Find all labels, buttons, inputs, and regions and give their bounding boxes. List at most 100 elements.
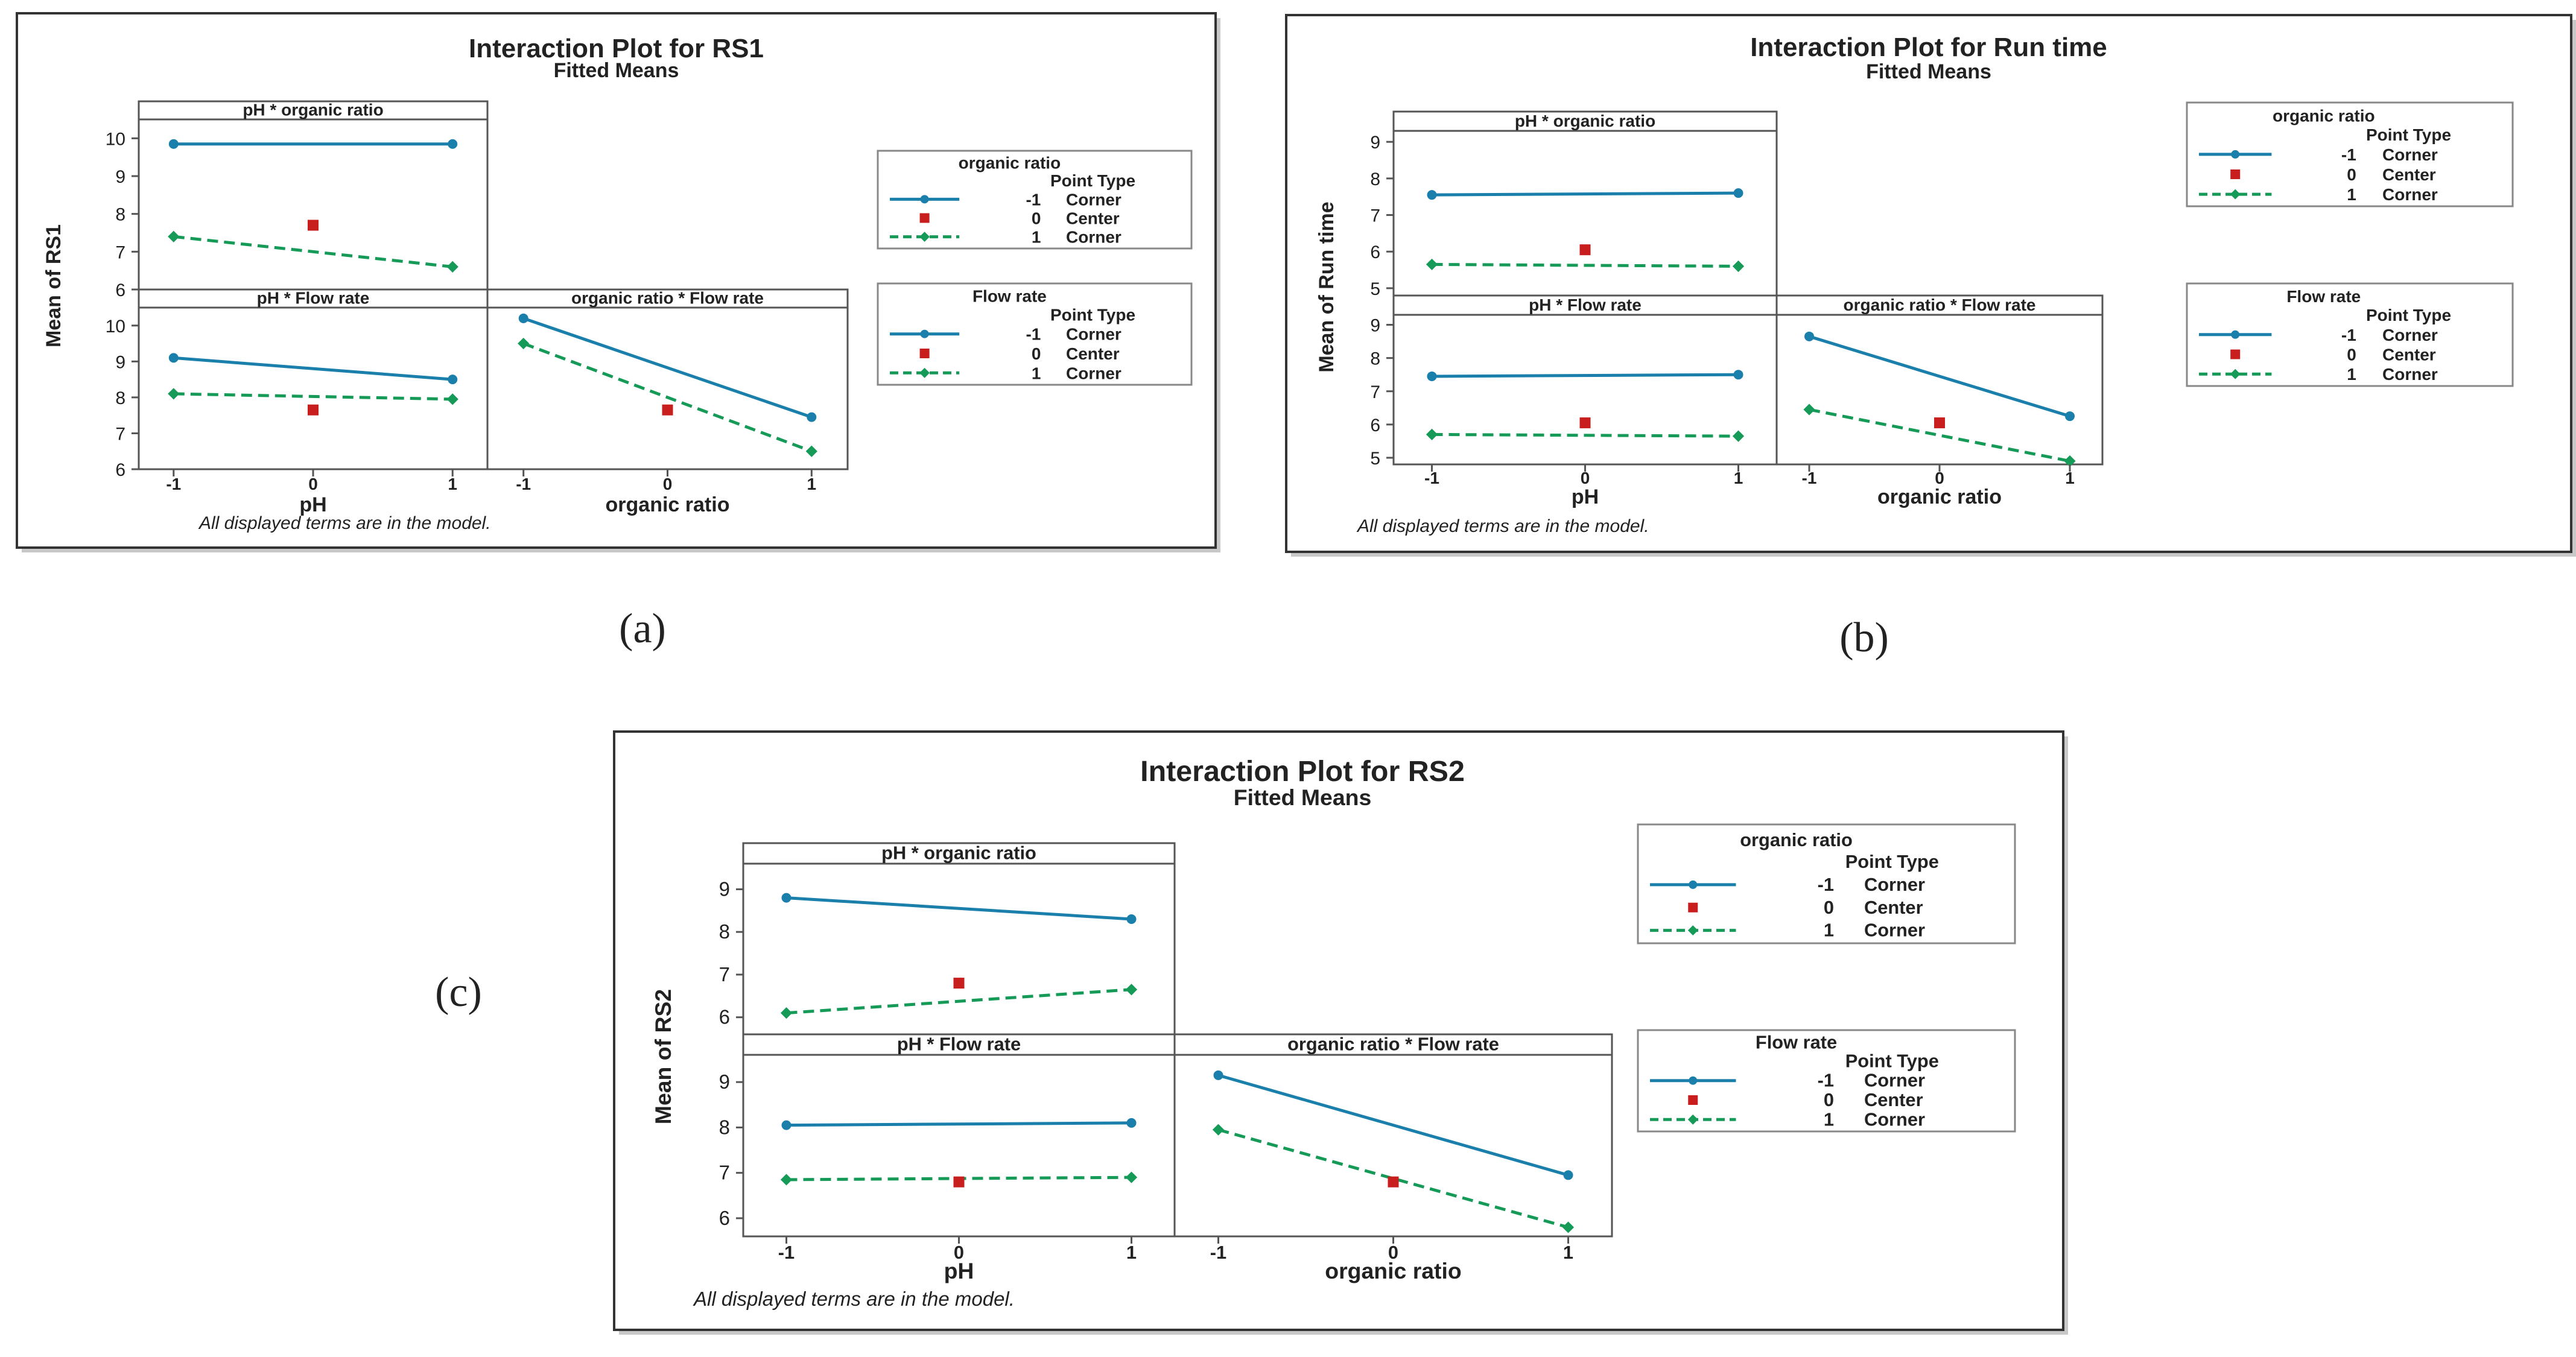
panel-title: organic ratio * Flow rate bbox=[1844, 296, 2036, 314]
legend-type: Corner bbox=[1066, 325, 1121, 344]
point-minus1-low bbox=[168, 353, 179, 363]
x-tick-label: -1 bbox=[1424, 469, 1439, 487]
series-line-plus1 bbox=[173, 392, 453, 401]
legend-level: 0 bbox=[1032, 209, 1041, 228]
legend-level: -1 bbox=[1818, 874, 1834, 895]
legend-swatch-marker bbox=[2231, 330, 2240, 339]
y-tick-label: 9 bbox=[1370, 133, 1380, 153]
series-line-minus1 bbox=[1217, 1074, 1569, 1177]
legend-level: 1 bbox=[1032, 364, 1041, 382]
footnote: All displayed terms are in the model. bbox=[198, 513, 491, 533]
y-tick-label: 10 bbox=[106, 317, 125, 337]
point-minus1-high bbox=[1126, 1118, 1137, 1128]
legend-level: 0 bbox=[2347, 165, 2356, 184]
x-axis-label: pH bbox=[944, 1258, 974, 1283]
center-point bbox=[953, 1176, 965, 1188]
x-tick-label: 1 bbox=[807, 475, 817, 493]
point-plus1-high bbox=[446, 393, 458, 405]
legend-point-type: Point Type bbox=[1845, 851, 1939, 872]
legend-point-type: Point Type bbox=[2366, 125, 2451, 144]
legend-type: Corner bbox=[1864, 1070, 1925, 1091]
series-line-minus1 bbox=[786, 896, 1132, 921]
y-tick-label: 6 bbox=[115, 460, 125, 480]
legend-swatch-marker bbox=[919, 367, 930, 378]
point-minus1-high bbox=[1126, 914, 1137, 924]
point-plus1-high bbox=[1125, 984, 1138, 996]
legend-title: organic ratio bbox=[1740, 829, 1853, 850]
x-tick-label: 0 bbox=[954, 1242, 964, 1263]
panel-title: organic ratio * Flow rate bbox=[1287, 1034, 1499, 1055]
legend-type: Center bbox=[2382, 165, 2436, 184]
legend-point-type: Point Type bbox=[1845, 1050, 1939, 1071]
y-axis-label: Mean of RS2 bbox=[650, 989, 676, 1124]
y-tick-label: 9 bbox=[115, 352, 125, 372]
series-line-minus1 bbox=[786, 1121, 1132, 1127]
legend-level: -1 bbox=[1026, 325, 1041, 344]
point-plus1-low bbox=[1426, 258, 1438, 271]
x-tick-label: -1 bbox=[1210, 1242, 1226, 1263]
legend-type: Center bbox=[1864, 897, 1923, 918]
legend-swatch-marker bbox=[2230, 369, 2241, 379]
legend-level: 1 bbox=[2347, 365, 2356, 384]
y-tick-label: 5 bbox=[1370, 449, 1380, 469]
point-minus1-low bbox=[1804, 331, 1814, 341]
legend-swatch-marker bbox=[919, 349, 930, 358]
chart-title: Interaction Plot for RS1 bbox=[469, 34, 764, 63]
point-minus1-low bbox=[781, 1120, 792, 1130]
y-tick-label: 7 bbox=[1370, 382, 1380, 402]
legend-swatch-marker bbox=[919, 232, 930, 242]
center-point bbox=[953, 978, 965, 989]
center-point bbox=[1934, 417, 1945, 429]
legend-swatch-marker bbox=[2230, 169, 2241, 179]
y-tick-label: 6 bbox=[1370, 242, 1380, 262]
y-tick-label: 7 bbox=[1370, 206, 1380, 226]
point-minus1-high bbox=[1733, 188, 1743, 198]
center-point bbox=[662, 404, 673, 416]
point-minus1-low bbox=[781, 893, 792, 903]
x-tick-label: 0 bbox=[663, 475, 673, 493]
point-minus1-low bbox=[1213, 1070, 1223, 1080]
legend-level: 0 bbox=[1824, 897, 1834, 918]
x-tick-label: 0 bbox=[1581, 469, 1590, 487]
legend-type: Corner bbox=[2382, 365, 2438, 384]
point-minus1-high bbox=[448, 139, 458, 149]
point-minus1-low bbox=[1427, 190, 1437, 200]
y-tick-label: 8 bbox=[1370, 169, 1380, 189]
x-tick-label: 1 bbox=[448, 475, 457, 493]
legend-level: -1 bbox=[2341, 145, 2356, 164]
y-tick-label: 7 bbox=[115, 242, 125, 262]
legend-level: 1 bbox=[1824, 920, 1834, 941]
legend-level: 1 bbox=[2347, 185, 2356, 204]
point-minus1-low bbox=[1427, 371, 1437, 381]
series-line-minus1 bbox=[173, 356, 453, 381]
legend-point-type: Point Type bbox=[2366, 306, 2451, 324]
panel-title: pH * Flow rate bbox=[257, 288, 370, 307]
point-minus1-low bbox=[518, 313, 528, 323]
subfigure-label: (a) bbox=[619, 606, 666, 652]
y-tick-label: 9 bbox=[115, 167, 125, 187]
x-tick-label: -1 bbox=[778, 1242, 795, 1263]
y-tick-label: 8 bbox=[115, 388, 125, 408]
legend-level: -1 bbox=[2341, 326, 2356, 344]
y-tick-label: 5 bbox=[1370, 279, 1380, 299]
y-tick-label: 6 bbox=[719, 1006, 730, 1028]
legend-swatch-marker bbox=[2230, 189, 2241, 200]
point-plus1-high bbox=[805, 445, 817, 457]
chart-title: Interaction Plot for RS2 bbox=[1140, 755, 1465, 788]
series-line-plus1 bbox=[1432, 262, 1739, 268]
panel-title: pH * organic ratio bbox=[243, 100, 383, 119]
x-tick-label: -1 bbox=[166, 475, 181, 493]
legend-title: organic ratio bbox=[959, 154, 1061, 172]
legend-type: Corner bbox=[1864, 920, 1925, 941]
legend-type: Corner bbox=[1864, 874, 1925, 895]
x-axis-label: pH bbox=[299, 493, 326, 516]
series-line-plus1 bbox=[522, 342, 813, 453]
legend-level: 1 bbox=[1824, 1109, 1834, 1130]
x-tick-label: 0 bbox=[1935, 469, 1944, 487]
legend-level: 0 bbox=[1032, 344, 1041, 363]
